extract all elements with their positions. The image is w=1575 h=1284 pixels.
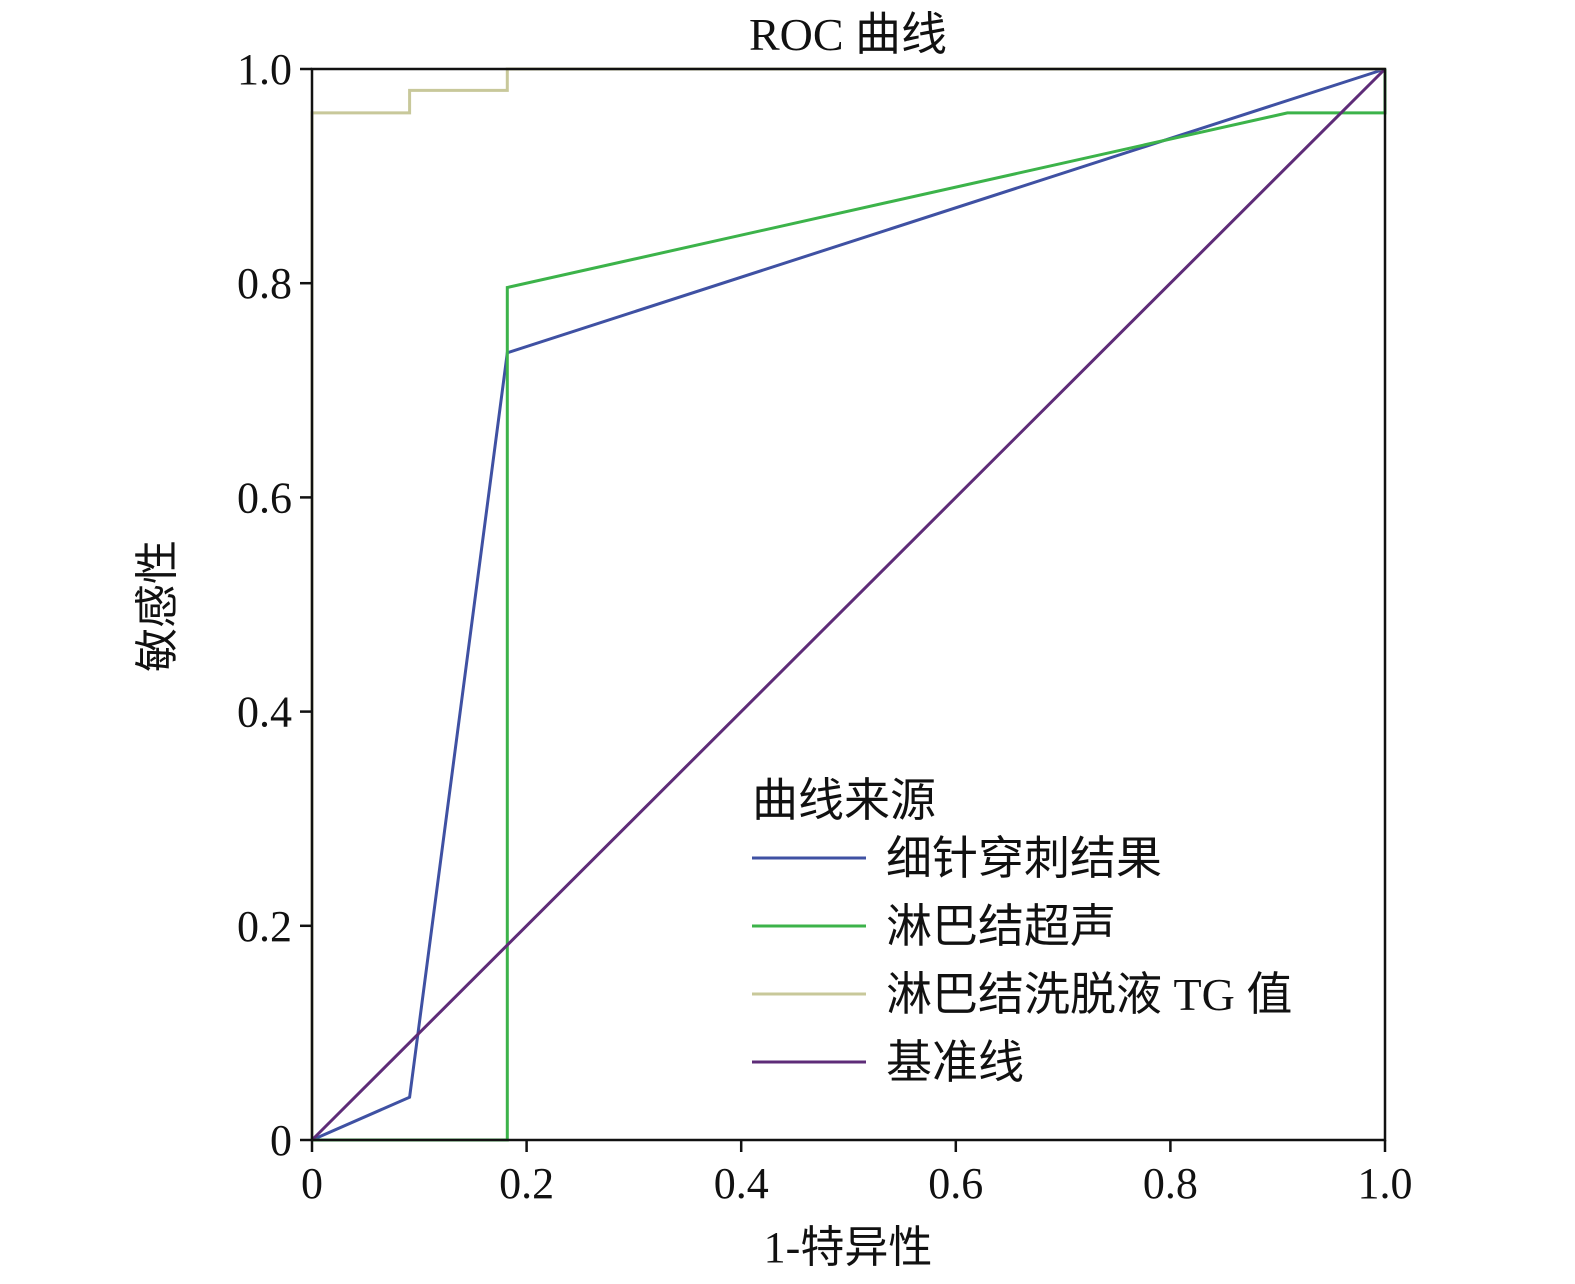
legend-label-1: 细针穿刺结果 [886,833,1162,884]
y-tick-label: 0.4 [237,688,292,737]
y-tick-label: 0 [270,1116,292,1165]
y-axis: 0 0.2 0.4 0.6 0.8 1.0 [237,45,312,1165]
legend-title: 曲线来源 [752,775,936,826]
y-axis-label: 敏感性 [133,540,182,672]
x-axis-label: 1-特异性 [764,1223,933,1272]
plot-frame [310,67,1387,1142]
y-tick-label: 0.6 [237,473,292,522]
legend-label-4: 基准线 [886,1037,1024,1088]
x-axis: 0 0.2 0.4 0.6 0.8 1.0 [301,1140,1413,1208]
x-tick-label: 0 [301,1159,323,1208]
x-tick-label: 0.2 [499,1159,554,1208]
series-line-1 [311,67,1386,1142]
x-tick-label: 1.0 [1358,1159,1413,1208]
legend-label-2: 淋巴结超声 [886,901,1116,952]
y-tick-label: 0.8 [237,259,292,308]
legend-label-3: 淋巴结洗脱液 TG 值 [886,969,1292,1020]
y-tick-label: 0.2 [237,902,292,951]
y-tick-label: 1.0 [237,45,292,94]
x-tick-label: 0.8 [1143,1159,1198,1208]
chart-title: ROC 曲线 [749,9,947,60]
x-tick-label: 0.4 [714,1159,769,1208]
x-tick-label: 0.6 [928,1159,983,1208]
series-line-4 [310,67,1387,1142]
